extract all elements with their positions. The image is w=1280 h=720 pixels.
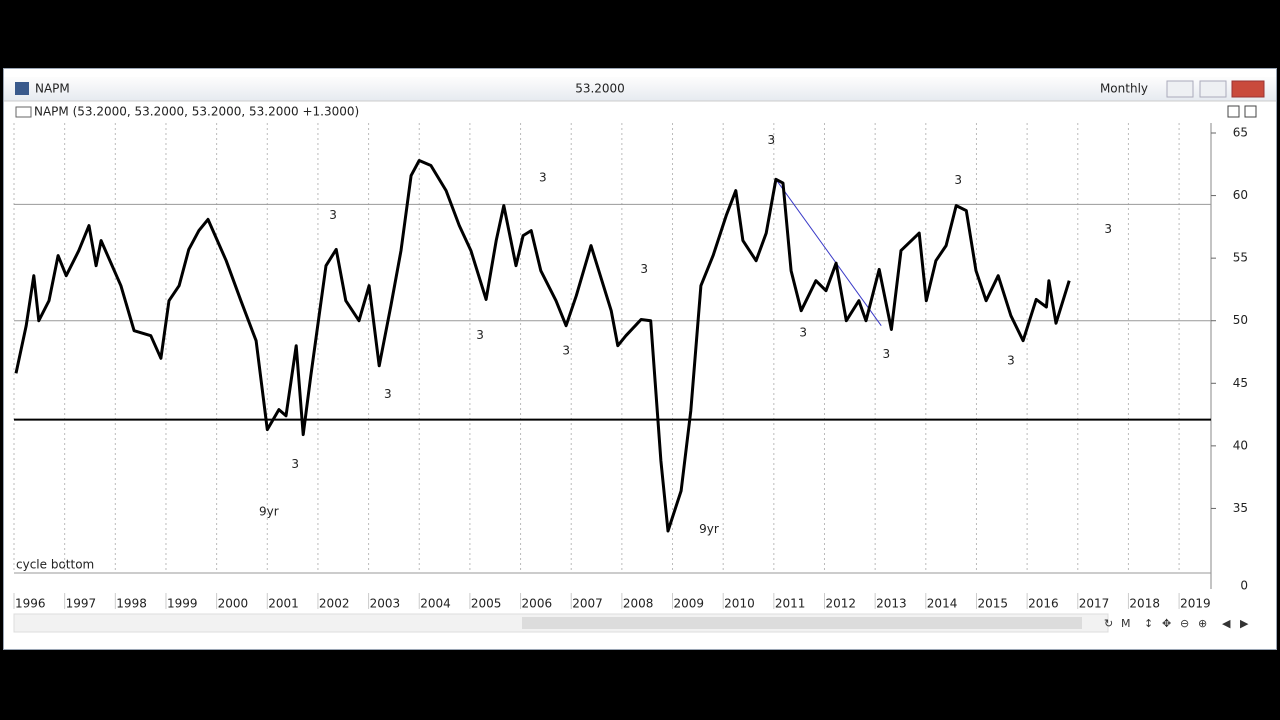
window-icon bbox=[15, 82, 29, 95]
annotation: 3 bbox=[476, 328, 484, 342]
period: Monthly bbox=[1100, 82, 1148, 96]
x-tick-label: 2000 bbox=[218, 597, 249, 611]
series-line bbox=[14, 159, 1071, 533]
annotation: 3 bbox=[799, 326, 807, 340]
x-tick-label: 2007 bbox=[572, 597, 603, 611]
annotation: 3 bbox=[1104, 222, 1112, 236]
annotation: 9yr bbox=[699, 522, 719, 536]
x-tick-label: 1997 bbox=[66, 597, 97, 611]
x-tick-label: 2013 bbox=[876, 597, 907, 611]
window-title: NAPM bbox=[35, 82, 70, 96]
toolbar[interactable]: ↻ M ↕ ✥ ⊖ ⊕ ◀ ▶ bbox=[1104, 617, 1249, 630]
x-tick-label: 2019 bbox=[1180, 597, 1211, 611]
x-tick-label: 2014 bbox=[927, 597, 958, 611]
annotation: 3 bbox=[539, 171, 547, 185]
panel-max[interactable] bbox=[1227, 105, 1240, 118]
panel-close[interactable] bbox=[1244, 105, 1257, 118]
x-tick-label: 2015 bbox=[977, 597, 1008, 611]
x-tick-label: 2001 bbox=[268, 597, 299, 611]
y-tick-label: 65 bbox=[1233, 126, 1248, 140]
svg-text:◀: ◀ bbox=[1222, 617, 1231, 630]
annotation: 3 bbox=[291, 457, 299, 471]
series-caption: NAPM (53.2000, 53.2000, 53.2000, 53.2000… bbox=[34, 105, 359, 119]
annotation: 3 bbox=[767, 133, 775, 147]
annotation: 9yr bbox=[259, 505, 279, 519]
annotation: 3 bbox=[329, 208, 337, 222]
close-button[interactable] bbox=[1231, 80, 1265, 98]
last-value: 53.2000 bbox=[575, 82, 625, 96]
svg-text:⊕: ⊕ bbox=[1198, 617, 1207, 630]
minimize-button[interactable] bbox=[1166, 80, 1194, 98]
x-tick-label: 2016 bbox=[1028, 597, 1059, 611]
x-tick-label: 1999 bbox=[167, 597, 198, 611]
svg-text:▶: ▶ bbox=[1240, 617, 1249, 630]
x-tick-label: 2017 bbox=[1079, 597, 1110, 611]
y-tick-label: 60 bbox=[1233, 188, 1248, 202]
annotation: 3 bbox=[882, 347, 890, 361]
title-bar bbox=[4, 77, 1276, 101]
svg-text:↻: ↻ bbox=[1104, 617, 1113, 630]
lower-panel-label: cycle bottom bbox=[16, 558, 94, 572]
panel-icon bbox=[15, 106, 32, 118]
annotation: 3 bbox=[384, 387, 392, 401]
svg-text:⊖: ⊖ bbox=[1180, 617, 1189, 630]
x-tick-label: 2006 bbox=[522, 597, 553, 611]
scroll-thumb[interactable] bbox=[522, 617, 1082, 629]
annotation: 3 bbox=[1007, 353, 1015, 367]
x-tick-label: 2003 bbox=[370, 597, 401, 611]
x-tick-label: 2009 bbox=[674, 597, 705, 611]
y-tick-label: 50 bbox=[1233, 313, 1248, 327]
x-tick-label: 2005 bbox=[471, 597, 502, 611]
x-tick-label: 2004 bbox=[420, 597, 451, 611]
window-svg: NAPM 53.2000 Monthly NAPM (53.2000, 53.2… bbox=[4, 77, 1276, 633]
lower-tick-label: 0 bbox=[1240, 579, 1248, 593]
annotation: 3 bbox=[640, 262, 648, 276]
maximize-button[interactable] bbox=[1199, 80, 1227, 98]
y-tick-label: 45 bbox=[1233, 376, 1248, 390]
x-tick-label: 2002 bbox=[319, 597, 350, 611]
svg-text:M: M bbox=[1121, 617, 1131, 630]
x-tick-label: 2008 bbox=[623, 597, 654, 611]
svg-text:↕: ↕ bbox=[1144, 617, 1153, 630]
x-tick-label: 1996 bbox=[15, 597, 46, 611]
svg-text:✥: ✥ bbox=[1162, 617, 1171, 630]
y-tick-label: 55 bbox=[1233, 251, 1248, 265]
annotation: 3 bbox=[562, 343, 570, 357]
x-tick-label: 2011 bbox=[775, 597, 806, 611]
x-tick-label: 2012 bbox=[825, 597, 856, 611]
trendline bbox=[775, 179, 882, 327]
x-tick-label: 1998 bbox=[116, 597, 147, 611]
chart-window: NAPM 53.2000 Monthly NAPM (53.2000, 53.2… bbox=[3, 68, 1277, 650]
y-tick-label: 40 bbox=[1233, 438, 1248, 452]
x-tick-label: 2010 bbox=[724, 597, 755, 611]
x-tick-label: 2018 bbox=[1129, 597, 1160, 611]
y-tick-label: 35 bbox=[1233, 501, 1248, 515]
annotation: 3 bbox=[954, 173, 962, 187]
